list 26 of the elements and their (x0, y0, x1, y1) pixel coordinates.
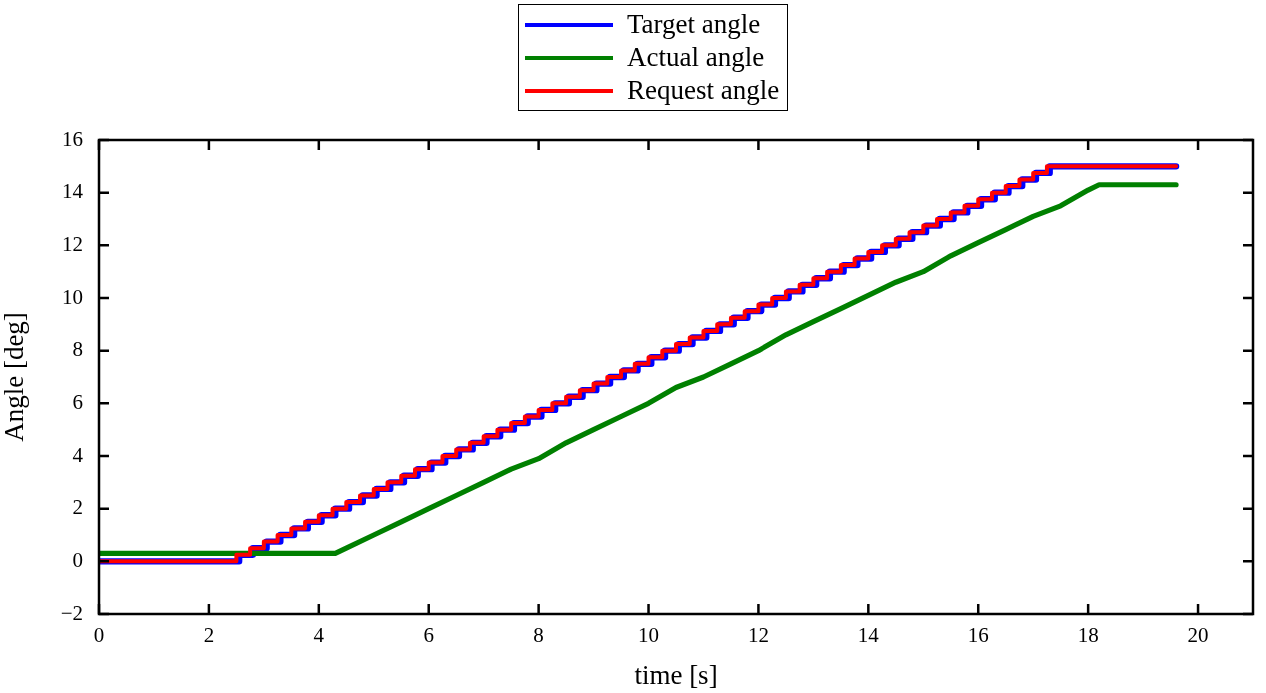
x-axis-title: time [s] (634, 659, 718, 690)
x-tick-label: 4 (313, 623, 325, 648)
y-tick-label: 2 (72, 495, 83, 520)
y-tick-label: 14 (62, 179, 84, 204)
x-tick-label: 14 (857, 623, 880, 648)
legend-label: Request angle (627, 74, 780, 107)
x-tick-label: 18 (1077, 623, 1099, 648)
y-tick-label: 4 (72, 442, 84, 467)
y-tick-label: 0 (72, 547, 83, 572)
y-axis-title: Angle [deg] (0, 312, 30, 442)
y-tick-label: 8 (72, 337, 83, 362)
x-tick-label: 20 (1187, 623, 1209, 648)
y-tick-label: −2 (60, 600, 83, 625)
y-tick-label: 16 (62, 126, 83, 151)
y-tick-label: 10 (62, 284, 83, 309)
x-tick-label: 8 (533, 623, 544, 648)
y-tick-label: 6 (72, 389, 83, 414)
x-tick-label: 12 (747, 623, 769, 648)
y-tick-label: 12 (62, 231, 83, 256)
legend-label: Actual angle (627, 41, 765, 74)
x-tick-label: 16 (967, 623, 989, 648)
x-tick-label: 10 (638, 623, 660, 648)
x-tick-label: 6 (423, 623, 434, 648)
x-tick-label: 2 (203, 623, 215, 648)
legend-label: Target angle (627, 8, 761, 41)
x-tick-label: 0 (93, 623, 105, 648)
